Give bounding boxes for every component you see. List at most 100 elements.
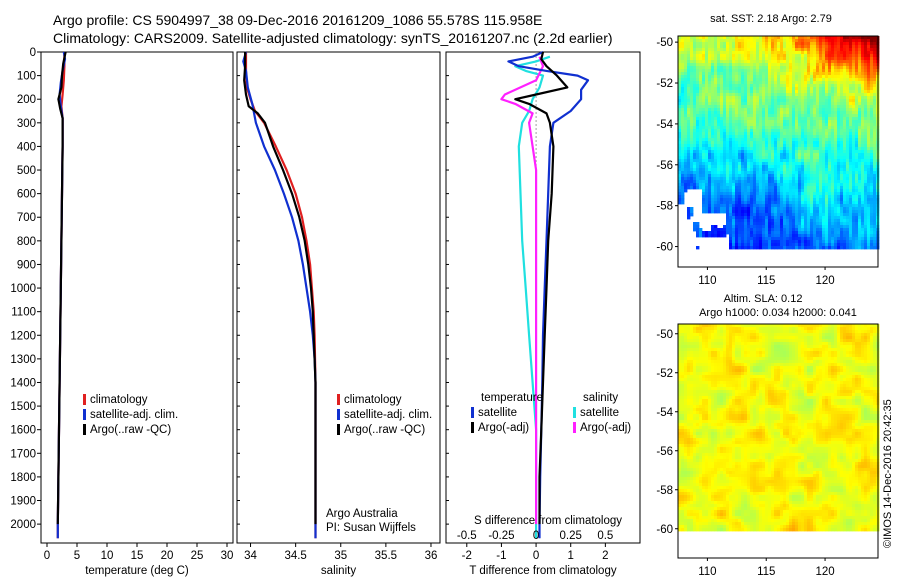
sla-map-title-2: Argo h1000: 0.034 h2000: 0.041 bbox=[699, 307, 857, 319]
difference-panel: -2 -1 0 1 2 T difference from climatology -0.5… bbox=[445, 50, 641, 577]
salinity-diff-legend-swatch bbox=[573, 422, 576, 433]
depth-tick-label: 700 bbox=[17, 212, 36, 224]
temperature-panel: 0100200300400500600700800900100011001200… bbox=[10, 47, 234, 577]
depth-tick-label: 1200 bbox=[10, 330, 36, 342]
sla-map-frame bbox=[677, 323, 879, 559]
temperature-x-tick-label: 20 bbox=[161, 550, 174, 562]
temperature-x-tick-label: 30 bbox=[221, 550, 234, 562]
s-diff-tick-label: 0 bbox=[533, 530, 539, 542]
salinity-legend-label: satellite-adj. clim. bbox=[344, 409, 432, 421]
difference-x-tick-label: 1 bbox=[568, 550, 574, 562]
salinity-x-tick-label: 35 bbox=[334, 550, 347, 562]
sst-map-lat-tick-label: -54 bbox=[656, 119, 673, 131]
depth-tick-label: 500 bbox=[17, 165, 36, 177]
sla-map-lon-tick-label: 115 bbox=[757, 566, 775, 578]
depth-tick-label: 2000 bbox=[10, 519, 36, 531]
salinity-legend-swatch bbox=[337, 409, 340, 420]
sla-map-lat-tick-label: -50 bbox=[656, 329, 673, 341]
difference-series-s-satellite bbox=[514, 55, 551, 539]
salinity-legend-label: climatology bbox=[344, 394, 402, 406]
salinity-diff-legend-label: satellite bbox=[580, 407, 619, 419]
salinity-series-argo-raw-qc- bbox=[243, 52, 317, 525]
sst-map-title: sat. SST: 2.18 Argo: 2.79 bbox=[710, 13, 832, 25]
temperature-legend-swatch bbox=[83, 409, 86, 420]
header-line-1: Argo profile: CS 5904997_38 09-Dec-2016 … bbox=[53, 12, 542, 28]
depth-tick-label: 1800 bbox=[10, 472, 36, 484]
salinity-x-tick-label: 34 bbox=[244, 550, 257, 562]
s-diff-tick-label: -0.5 bbox=[457, 530, 477, 542]
depth-tick-label: 300 bbox=[17, 118, 36, 130]
sla-map-lat-tick-label: -56 bbox=[656, 446, 673, 458]
s-diff-axis-label: S difference from climatology bbox=[474, 515, 622, 527]
sst-map-lon-tick-label: 110 bbox=[698, 275, 716, 287]
legend-title-temperature: temperature bbox=[481, 392, 543, 404]
difference-x-tick-label: 0 bbox=[533, 550, 539, 562]
depth-tick-label: 1500 bbox=[10, 401, 36, 413]
temperature-plot-frame bbox=[40, 51, 234, 544]
salinity-diff-legend-label: Argo(-adj) bbox=[580, 422, 631, 434]
sst-map-heatmap-cells bbox=[678, 36, 880, 250]
depth-tick-label: 100 bbox=[17, 71, 36, 83]
sst-map-lat-tick-label: -50 bbox=[656, 37, 673, 49]
temperature-legend-label: satellite-adj. clim. bbox=[90, 409, 178, 421]
temperature-diff-legend-label: Argo(-adj) bbox=[478, 422, 529, 434]
sla-map-lat-tick-label: -60 bbox=[656, 524, 673, 536]
difference-series-s-argo-adj- bbox=[500, 56, 545, 525]
temperature-x-tick-label: 5 bbox=[74, 550, 80, 562]
sla-map-lat-tick-label: -54 bbox=[656, 407, 673, 419]
salinity-plot-frame bbox=[236, 51, 441, 544]
temperature-diff-legend-label: satellite bbox=[478, 407, 517, 419]
temperature-x-tick-label: 15 bbox=[131, 550, 144, 562]
salinity-x-tick-label: 36 bbox=[425, 550, 438, 562]
salinity-panel: 34 34.5 35 35.5 36 salinity climatology satelli… bbox=[236, 51, 441, 577]
temperature-diff-legend-swatch bbox=[471, 422, 474, 433]
sst-map-lat-tick-label: -60 bbox=[656, 242, 673, 254]
difference-x-axis-label: T difference from climatology bbox=[469, 565, 616, 577]
depth-tick-label: 600 bbox=[17, 189, 36, 201]
depth-tick-label: 200 bbox=[17, 94, 36, 106]
sla-map-lon-tick-label: 110 bbox=[698, 566, 716, 578]
s-diff-tick-label: 0.5 bbox=[597, 530, 613, 542]
salinity-diff-legend-swatch bbox=[573, 407, 576, 418]
temperature-legend-label: climatology bbox=[90, 394, 148, 406]
sst-map-lat-tick-label: -58 bbox=[656, 201, 673, 213]
legend-title-salinity: salinity bbox=[583, 392, 618, 404]
depth-tick-label: 1000 bbox=[10, 283, 36, 295]
sst-map-panel: sat. SST: 2.18 Argo: 2.79 -50 -52 -54 -56 -58… bbox=[656, 13, 880, 287]
temperature-legend-swatch bbox=[83, 424, 86, 435]
depth-tick-label: 0 bbox=[30, 47, 36, 59]
sla-map-title-1: Altim. SLA: 0.12 bbox=[724, 293, 803, 305]
depth-tick-label: 400 bbox=[17, 141, 36, 153]
temperature-legend-swatch bbox=[83, 394, 86, 405]
difference-x-tick-label: -2 bbox=[462, 550, 472, 562]
sla-map-panel: Altim. SLA: 0.12 Argo h1000: 0.034 h2000:… bbox=[656, 293, 880, 578]
depth-tick-label: 1700 bbox=[10, 448, 36, 460]
difference-x-tick-label: -1 bbox=[496, 550, 506, 562]
salinity-x-tick-label: 34.5 bbox=[284, 550, 306, 562]
sla-map-lon-tick-label: 120 bbox=[815, 566, 834, 578]
temperature-diff-legend-swatch bbox=[471, 407, 474, 418]
sst-map-frame bbox=[677, 35, 879, 268]
temperature-x-tick-label: 10 bbox=[101, 550, 114, 562]
sla-map-heatmap-cells bbox=[678, 324, 880, 532]
salinity-x-axis-label: salinity bbox=[321, 565, 356, 577]
sst-map-lat-tick-label: -56 bbox=[656, 160, 673, 172]
salinity-legend-label: Argo(..raw -QC) bbox=[344, 424, 425, 436]
depth-tick-label: 800 bbox=[17, 236, 36, 248]
depth-tick-label: 900 bbox=[17, 259, 36, 271]
sst-map-lat-tick-label: -52 bbox=[656, 78, 673, 90]
s-diff-tick-label: 0.25 bbox=[560, 530, 582, 542]
salinity-x-tick-label: 35.5 bbox=[375, 550, 397, 562]
credit-text: ©IMOS 14-Dec-2016 20:42:35 bbox=[882, 399, 894, 548]
depth-tick-label: 1600 bbox=[10, 425, 36, 437]
sla-map-lat-tick-label: -52 bbox=[656, 368, 673, 380]
depth-tick-label: 1900 bbox=[10, 496, 36, 508]
depth-tick-label: 1400 bbox=[10, 377, 36, 389]
difference-plot-frame bbox=[445, 51, 641, 544]
depth-tick-label: 1300 bbox=[10, 354, 36, 366]
sla-map-lat-tick-label: -58 bbox=[656, 485, 673, 497]
depth-tick-label: 1100 bbox=[11, 307, 36, 319]
annotation-line-2: PI: Susan Wijffels bbox=[326, 522, 416, 534]
temperature-x-tick-label: 0 bbox=[44, 550, 50, 562]
